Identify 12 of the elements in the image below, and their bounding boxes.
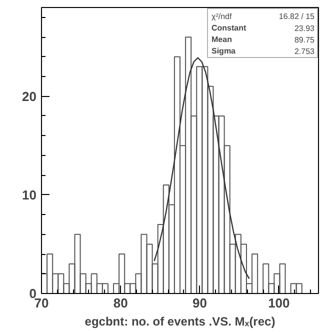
y-tick-label: 10: [22, 187, 37, 202]
text: Mean 89.75: [212, 34, 315, 44]
y-tick-label: 20: [22, 88, 37, 104]
text: Constant 23.93: [212, 23, 315, 33]
x-tick-label: 80: [113, 296, 128, 310]
text: χ²/ndf 16.82 / 15: [212, 12, 315, 21]
x-tick-label: 90: [192, 296, 208, 310]
text: Sigma 2.753: [212, 46, 315, 56]
x-tick-label: 100: [268, 296, 290, 310]
y-tick-label: 0: [29, 286, 37, 301]
x-axis-title: egcbnt: no. of events .VS. Mₓ(rec): [84, 314, 276, 328]
line-series: [154, 57, 250, 280]
